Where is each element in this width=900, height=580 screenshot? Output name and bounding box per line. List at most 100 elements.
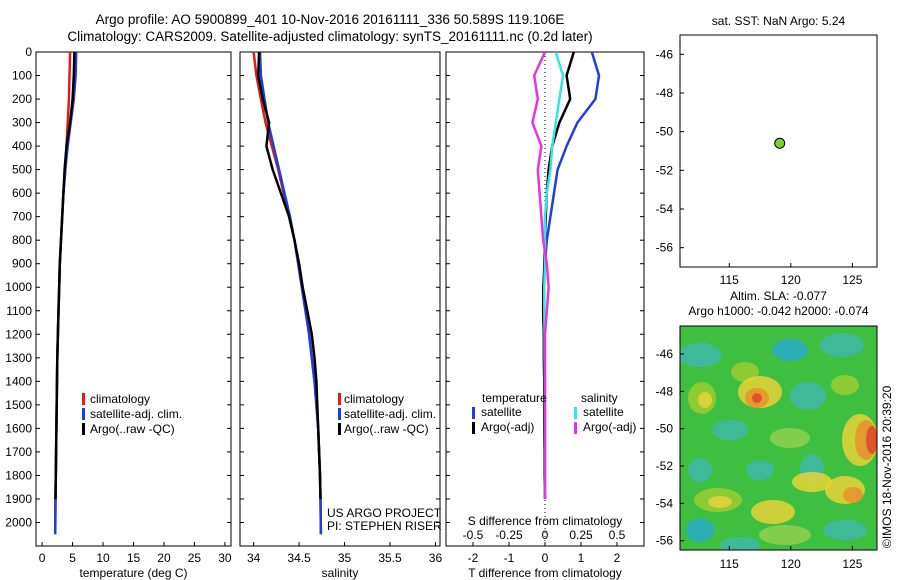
legend-label: satellite-adj. clim. [90,407,182,421]
x-tick-label: 1 [578,551,585,565]
map-title-sla: Altim. SLA: -0.077 [730,289,827,303]
x-axis-label: T difference from climatology [468,566,622,580]
chart-title-line-2: Climatology: CARS2009. Satellite-adjuste… [67,29,593,44]
legend-title-salinity: salinity [581,391,618,405]
depth-tick-label: 1800 [5,468,32,482]
depth-tick-label: 1900 [5,492,32,506]
legend-swatch [338,423,341,435]
legend-swatch [574,422,577,434]
depth-tick-label: 0 [25,45,32,59]
depth-tick-label: 1300 [5,351,32,365]
x-tick-label: 125 [842,273,862,287]
x-tick-label-top: -0.5 [463,528,484,542]
credit-project: US ARGO PROJECT [327,506,442,520]
x-tick-label: 35 [338,551,352,565]
legend-label: Argo(..raw -QC) [344,422,429,436]
y-tick-label: -54 [656,202,674,216]
depth-tick-label: 500 [12,163,32,177]
depth-tick-label: 300 [12,116,32,130]
heatmap-anomaly-cell [866,426,877,454]
argo-position-marker [774,137,786,149]
x-tick-label: 10 [96,551,110,565]
x-tick-label: 20 [157,551,171,565]
legend-swatch [574,407,577,419]
x-tick-label-top: 0.25 [569,528,593,542]
heatmap-anomaly-cell [752,393,762,403]
legend-label: satellite [481,405,522,419]
x-tick-label: 2 [614,551,621,565]
heatmap-anomaly-cell [680,343,722,367]
temperature-panel-frame [35,51,232,547]
x-tick-label: 36 [429,551,443,565]
heatmap-anomaly-cell [751,500,795,524]
depth-tick-label: 1500 [5,398,32,412]
y-tick-label: -46 [656,47,674,61]
heatmap-anomaly-cell [770,428,810,448]
legend-label: Argo(..raw -QC) [90,422,175,436]
depth-tick-label: 900 [12,257,32,271]
legend-swatch [82,408,85,420]
x-tick-label: 0 [542,551,549,565]
y-tick-label: -48 [656,86,674,100]
y-tick-label: -52 [656,163,674,177]
depth-tick-label: 1100 [6,304,32,318]
heatmap-anomaly-cell [843,487,863,503]
imos-credit: ©IMOS 18-Nov-2016 20:39:20 [880,385,894,548]
heatmap-anomaly-cell [688,458,712,482]
x-tick-label: -1 [504,551,515,565]
legend-label: Argo(-adj) [583,420,636,434]
legend-title-temperature: temperature [482,391,547,405]
depth-tick-label: 1700 [5,445,32,459]
legend-label: satellite [583,405,624,419]
legend-swatch [472,422,475,434]
legend-label: climatology [344,392,404,406]
y-tick-label: -46 [656,347,674,361]
x-tick-label: 30 [218,551,232,565]
series-line-argo-raw-qc- [54,52,76,500]
heatmap-anomaly-cell [731,362,759,382]
depth-tick-label: 800 [12,233,32,247]
heatmap-anomaly-cell [698,392,712,408]
depth-tick-label: 700 [12,210,32,224]
x-tick-label: 115 [720,273,739,287]
heatmap-anomaly-cell [708,496,732,508]
x-tick-label: 120 [781,273,801,287]
series-line-climatology [53,52,72,535]
position-map-frame [679,34,878,268]
heatmap-anomaly-cell [720,537,760,550]
y-tick-label: -50 [656,422,674,436]
legend-label: Argo(-adj) [481,420,534,434]
legend-swatch [82,423,85,435]
series-line-argo-raw-qc- [256,52,322,500]
heatmap-anomaly-cell [820,333,864,357]
depth-tick-label: 200 [12,92,32,106]
sla-map-frame [679,325,878,551]
heatmap-anomaly-cell [831,375,859,395]
y-tick-label: -48 [656,384,674,398]
credit-pi: PI: STEPHEN RISER [327,519,442,533]
x-tick-label: 125 [842,557,862,571]
x-tick-label: 34.5 [287,551,311,565]
depth-tick-label: 1400 [5,374,32,388]
heatmap-anomaly-cell [759,525,811,545]
depth-tick-label: 600 [12,186,32,200]
depth-tick-label: 1000 [5,280,32,294]
sla-heatmap [680,326,877,550]
x-tick-label-top: 0.5 [609,528,626,542]
salinity-panel-frame [239,51,441,547]
depth-tick-label: 400 [12,139,32,153]
heatmap-anomaly-cell [823,520,867,540]
y-tick-label: -56 [656,241,674,255]
depth-tick-label: 100 [12,69,32,83]
map-title-argo-heights: Argo h1000: -0.042 h2000: -0.074 [688,304,868,318]
map-title-sst: sat. SST: NaN Argo: 5.24 [712,14,846,28]
depth-tick-label: 1200 [5,327,32,341]
heatmap-anomaly-cell [686,518,714,542]
x-tick-label: 0 [39,551,46,565]
x-tick-label: 120 [781,557,801,571]
legend-swatch [82,393,85,405]
x-axis-label: temperature (deg C) [79,566,187,580]
x-tick-label: 25 [188,551,202,565]
series-line-argo-adj- [531,52,550,499]
